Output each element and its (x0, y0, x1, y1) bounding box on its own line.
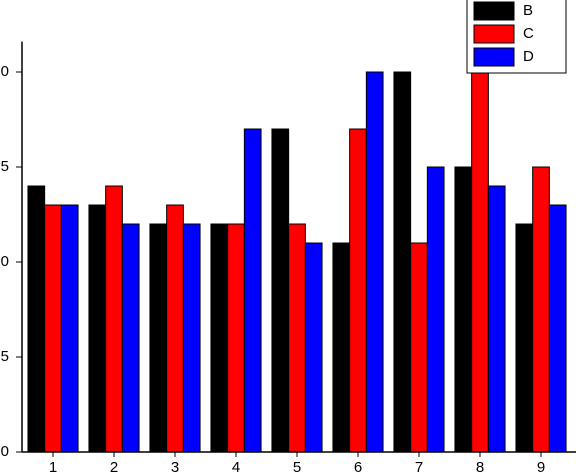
y-tick-label: 10 (0, 253, 9, 270)
bar (454, 166, 473, 453)
bar (548, 204, 567, 453)
bar (166, 204, 184, 453)
x-tick-label: 7 (415, 459, 423, 473)
bar (227, 223, 245, 453)
legend-swatch (473, 47, 515, 67)
bar (426, 166, 445, 453)
x-tick-label: 4 (232, 459, 240, 473)
bar (365, 71, 384, 453)
bar (60, 204, 79, 453)
bar (182, 223, 201, 453)
y-tick-label: 20 (0, 63, 9, 80)
x-tick-label: 2 (110, 459, 118, 473)
bar (271, 128, 290, 453)
bar (105, 185, 123, 453)
bar (149, 223, 168, 453)
bar (304, 242, 323, 453)
x-tick-label: 5 (293, 459, 301, 473)
bar (515, 223, 534, 453)
legend-swatch (473, 1, 515, 21)
bar (44, 204, 62, 453)
bar (487, 185, 506, 453)
bar (210, 223, 229, 453)
bar (471, 71, 489, 453)
legend-label: D (523, 48, 534, 65)
x-tick-label: 6 (354, 459, 362, 473)
legend-swatch (473, 24, 515, 44)
bar (349, 128, 367, 453)
x-tick-label: 9 (537, 459, 545, 473)
y-tick-label: 5 (1, 348, 9, 365)
bar (532, 166, 550, 453)
bar (332, 242, 351, 453)
bar (27, 185, 46, 453)
bar (121, 223, 140, 453)
y-tick-label: 15 (0, 158, 9, 175)
legend-label: C (523, 25, 534, 42)
legend-label: B (523, 2, 533, 19)
bar (288, 223, 306, 453)
bar (393, 71, 412, 453)
bar (410, 242, 428, 453)
y-tick-label: 0 (1, 443, 9, 460)
x-tick-label: 8 (476, 459, 484, 473)
bar (243, 128, 262, 453)
x-tick-label: 1 (49, 459, 57, 473)
x-tick-label: 3 (171, 459, 179, 473)
bar (88, 204, 107, 453)
